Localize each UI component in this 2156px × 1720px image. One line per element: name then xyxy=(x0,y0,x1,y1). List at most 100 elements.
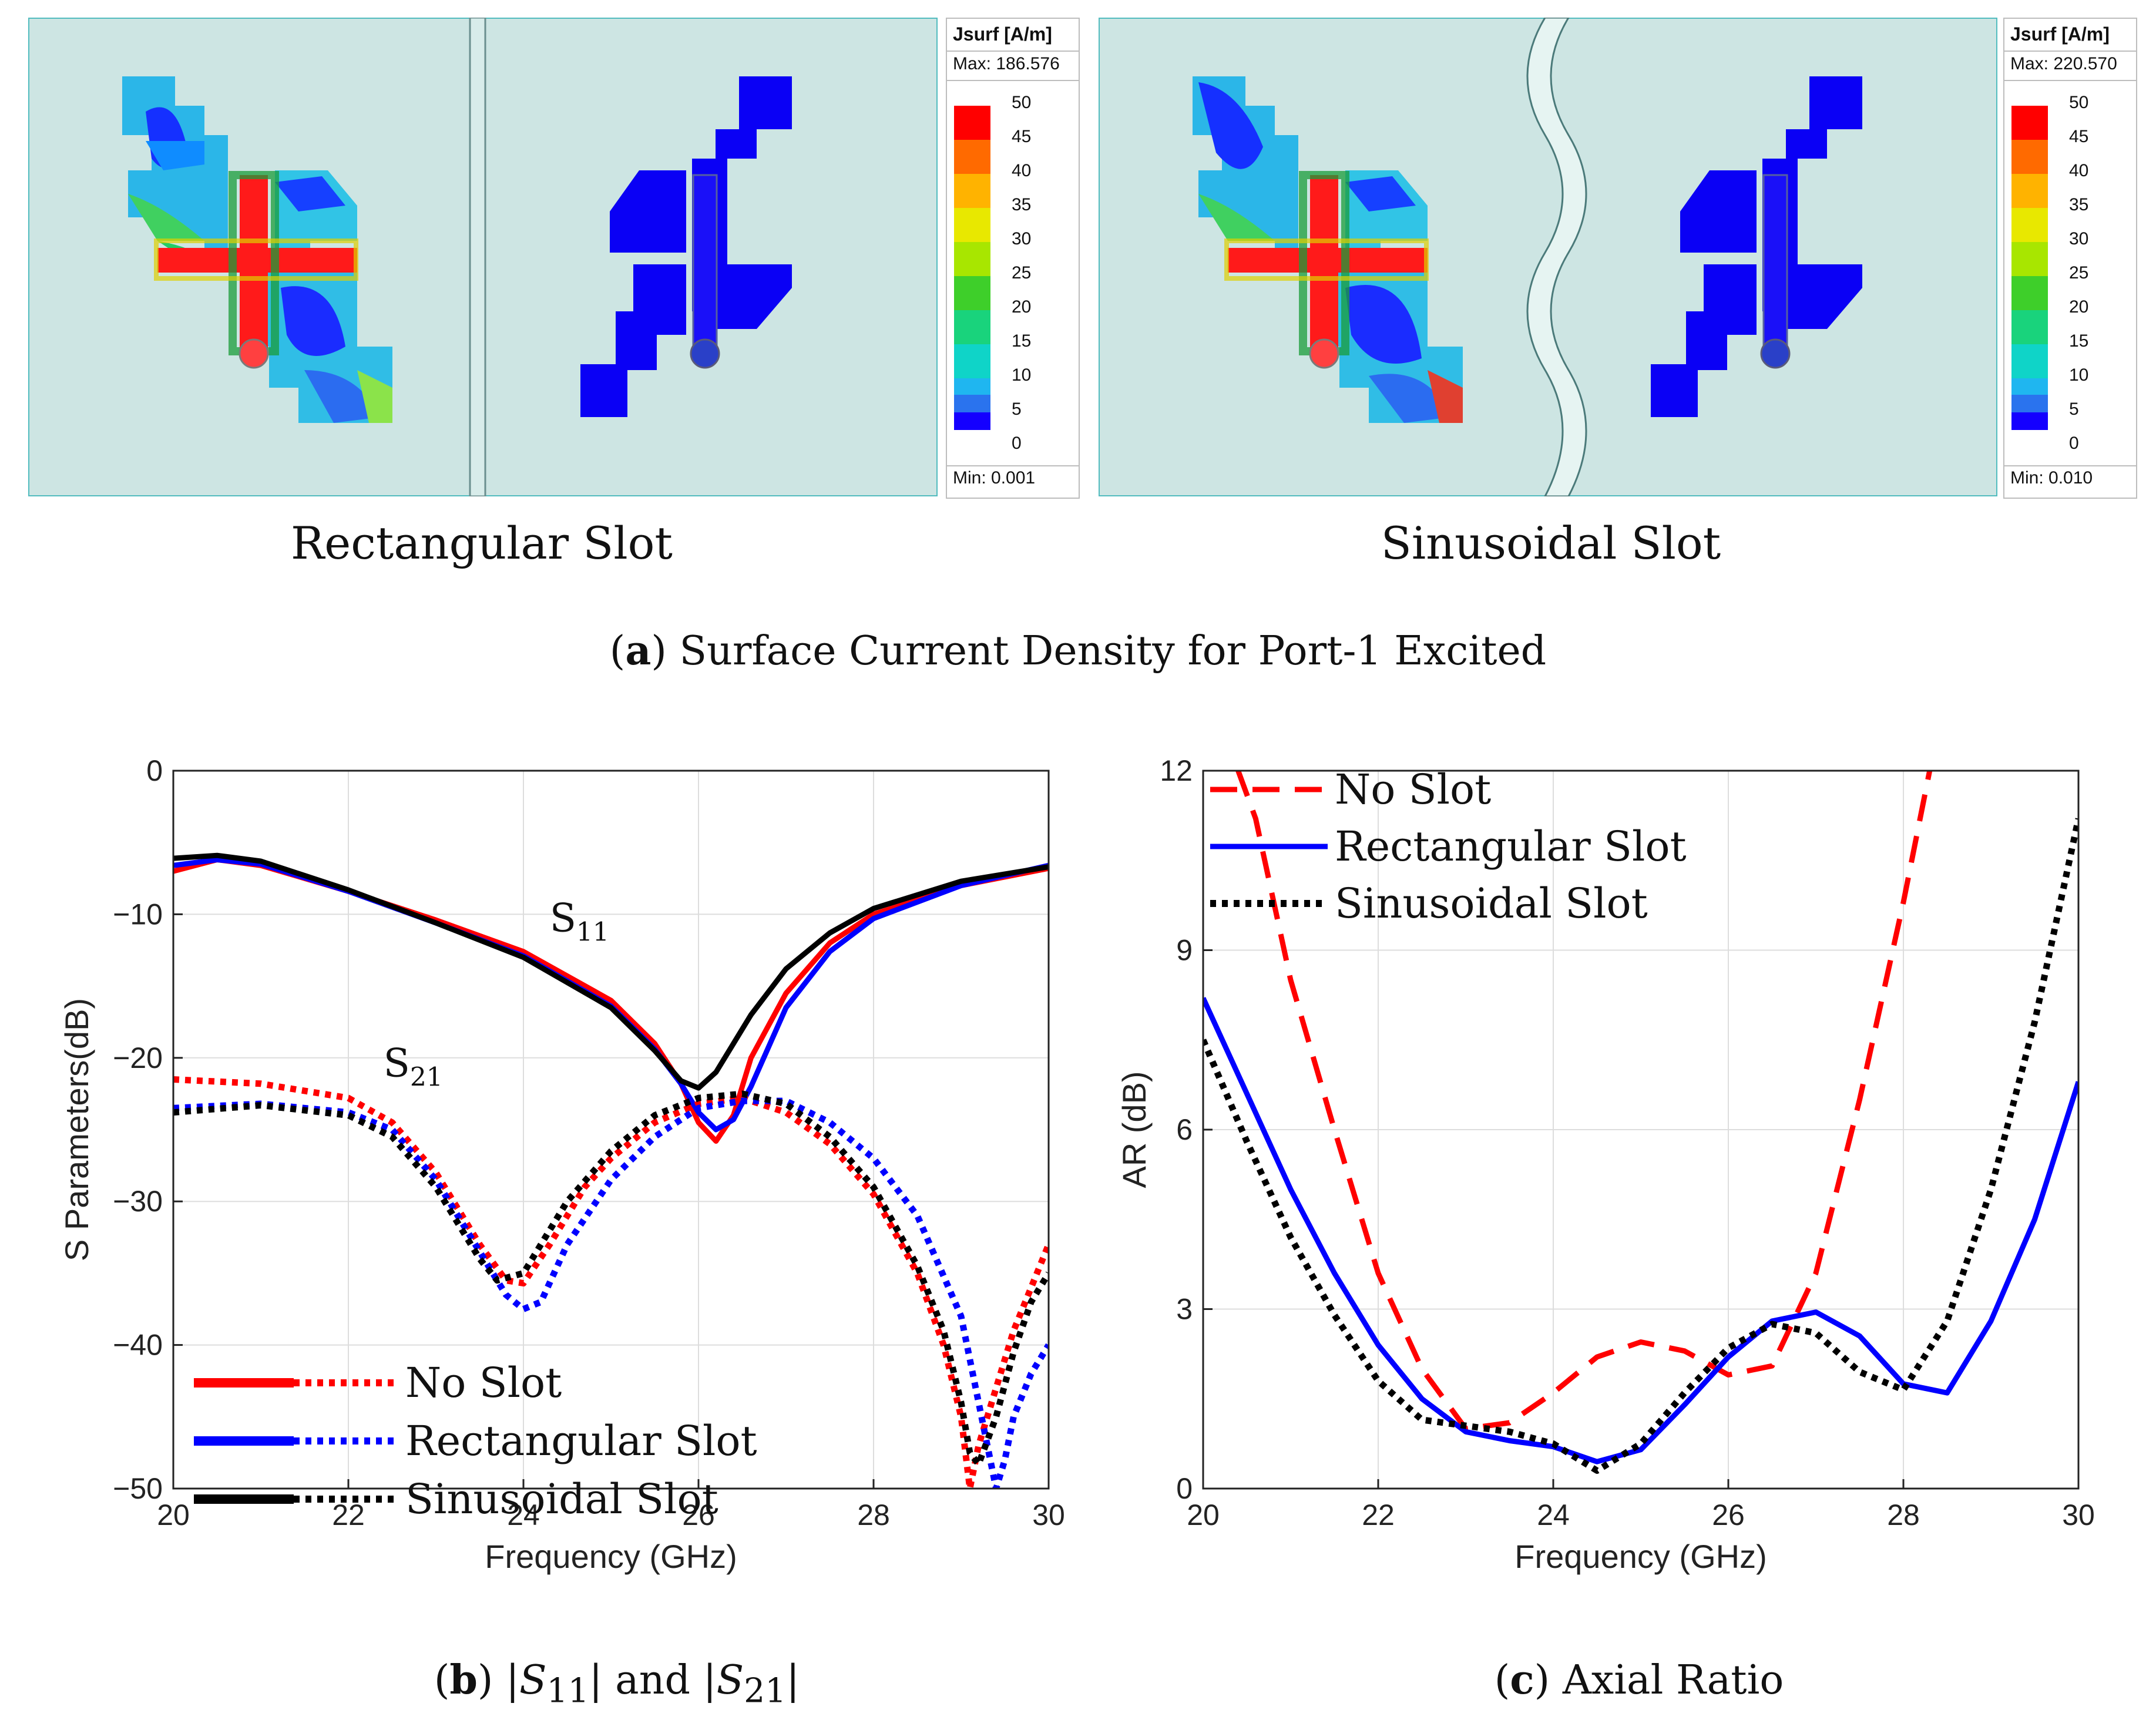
scale-label: 30 xyxy=(2069,229,2089,248)
plot-area xyxy=(173,771,1049,1489)
legend-label: Rectangular Slot xyxy=(405,1417,757,1465)
swatch xyxy=(2011,310,2048,345)
excited-patch-right xyxy=(1193,76,1463,423)
x-tick-label: 26 xyxy=(1712,1499,1745,1531)
y-tick-label: 9 xyxy=(1176,934,1193,967)
series-line xyxy=(173,852,1049,1091)
x-tick-label: 24 xyxy=(507,1499,540,1531)
swatch xyxy=(954,344,990,379)
scale-label: 35 xyxy=(2069,195,2089,214)
scale-label: 35 xyxy=(1012,195,1032,214)
scale-label: 30 xyxy=(1012,229,1032,248)
x-axis-label: Frequency (GHz) xyxy=(1514,1538,1767,1575)
scale-label: 5 xyxy=(2069,399,2079,419)
field-plot-rectangular xyxy=(28,18,938,496)
colorbar-min: Min: 0.010 xyxy=(2010,468,2093,488)
y-tick-label: −40 xyxy=(113,1329,163,1362)
panel-a: Jsurf [A/m] Max: 186.576 Min: 0.001 50 4… xyxy=(0,0,2156,681)
label-rectangular-slot: Rectangular Slot xyxy=(291,517,673,569)
x-tick-label: 30 xyxy=(1032,1499,1065,1531)
series-line xyxy=(1203,997,2078,1464)
y-tick-label: −30 xyxy=(113,1185,163,1218)
series-line xyxy=(173,1097,1049,1489)
excited-patch-left xyxy=(122,76,392,423)
scale-label: 20 xyxy=(1012,297,1032,317)
x-tick-label: 26 xyxy=(682,1499,715,1531)
swatch xyxy=(954,412,990,430)
legend-label: Sinusoidal Slot xyxy=(1335,879,1648,928)
scale-label: 15 xyxy=(1012,331,1032,351)
y-tick-label: 12 xyxy=(1160,754,1193,787)
scale-label: 15 xyxy=(2069,331,2089,351)
colorbar-max: Max: 220.570 xyxy=(2010,54,2117,73)
scale-label: 20 xyxy=(2069,297,2089,317)
swatch xyxy=(954,276,990,311)
legend-label: No Slot xyxy=(405,1359,562,1407)
series-group xyxy=(1203,771,2078,1474)
x-tick-label: 24 xyxy=(1537,1499,1570,1531)
swatch xyxy=(2011,106,2048,140)
swatch xyxy=(954,310,990,345)
legend-label: No Slot xyxy=(1335,765,1491,814)
x-tick-label: 28 xyxy=(1887,1499,1920,1531)
colorbar-title: Jsurf [A/m] xyxy=(953,23,1052,45)
swatch xyxy=(954,174,990,209)
x-tick-label: 20 xyxy=(157,1499,190,1531)
colorbar-title: Jsurf [A/m] xyxy=(2010,23,2110,45)
colorbar-max: Max: 186.576 xyxy=(953,54,1060,73)
y-tick-label: 3 xyxy=(1176,1293,1193,1326)
series-line xyxy=(173,1090,1049,1467)
y-tick-label: 0 xyxy=(1176,1472,1193,1505)
caption-c: (c) Axial Ratio xyxy=(1494,1657,1784,1704)
x-tick-label: 28 xyxy=(857,1499,890,1531)
y-tick-label: 0 xyxy=(146,754,163,787)
swatch xyxy=(2011,208,2048,243)
swatch xyxy=(2011,242,2048,277)
swatch xyxy=(2011,344,2048,379)
annotation-label: S21 xyxy=(384,1041,443,1093)
scale-label: 45 xyxy=(2069,127,2089,146)
y-tick-label: −10 xyxy=(113,898,163,930)
label-sinusoidal-slot: Sinusoidal Slot xyxy=(1381,517,1721,569)
swatch xyxy=(2011,276,2048,311)
idle-patch-left xyxy=(580,76,792,417)
x-tick-label: 20 xyxy=(1187,1499,1220,1531)
caption-a: (a) Surface Current Density for Port-1 E… xyxy=(609,627,1547,674)
swatch xyxy=(2011,174,2048,209)
series-group xyxy=(173,852,1049,1489)
legend-label: Rectangular Slot xyxy=(1335,822,1687,871)
scale-label: 50 xyxy=(1012,93,1032,112)
y-tick-label: −50 xyxy=(113,1472,163,1505)
idle-patch-right xyxy=(1651,76,1862,417)
swatch xyxy=(954,140,990,174)
colorbar-min: Min: 0.001 xyxy=(953,468,1036,488)
scale-label: 5 xyxy=(1012,399,1022,419)
swatch xyxy=(2011,412,2048,430)
chart-axial-ratio: 20 22 24 26 28 30 0 3 6 9 12 Frequency (GHz) AR (dB)… xyxy=(1116,754,2095,1575)
x-tick-label: 30 xyxy=(2062,1499,2095,1531)
colorbar-rectangular: Jsurf [A/m] Max: 186.576 Min: 0.001 50 4… xyxy=(946,18,1080,499)
series-line xyxy=(1235,771,1933,1432)
axes-frame xyxy=(172,770,1050,1490)
scale-label: 0 xyxy=(1012,434,1022,453)
scale-label: 10 xyxy=(2069,365,2089,385)
scale-label: 25 xyxy=(1012,263,1032,283)
x-tick-label: 22 xyxy=(332,1499,365,1531)
swatch xyxy=(954,395,990,412)
swatch xyxy=(954,208,990,243)
chart-s-parameters: 20 22 24 26 28 30 0 −10 −20 −30 −40 −50 Frequency (G… xyxy=(58,754,1065,1575)
legend-label: Sinusoidal Slot xyxy=(405,1475,718,1523)
scale-label: 40 xyxy=(1012,161,1032,180)
scale-label: 45 xyxy=(1012,127,1032,146)
caption-b: (b) |S11| and |S21| xyxy=(434,1657,800,1711)
swatch xyxy=(954,106,990,140)
x-axis-label: Frequency (GHz) xyxy=(485,1538,737,1575)
y-axis-label: S Parameters(dB) xyxy=(58,998,95,1261)
series-line xyxy=(1203,818,2078,1474)
scale-label: 50 xyxy=(2069,93,2089,112)
swatch xyxy=(2011,395,2048,412)
y-tick-label: −20 xyxy=(113,1042,163,1074)
y-tick-label: 6 xyxy=(1176,1113,1193,1146)
series-line xyxy=(173,1076,1049,1489)
scale-label: 0 xyxy=(2069,434,2079,453)
